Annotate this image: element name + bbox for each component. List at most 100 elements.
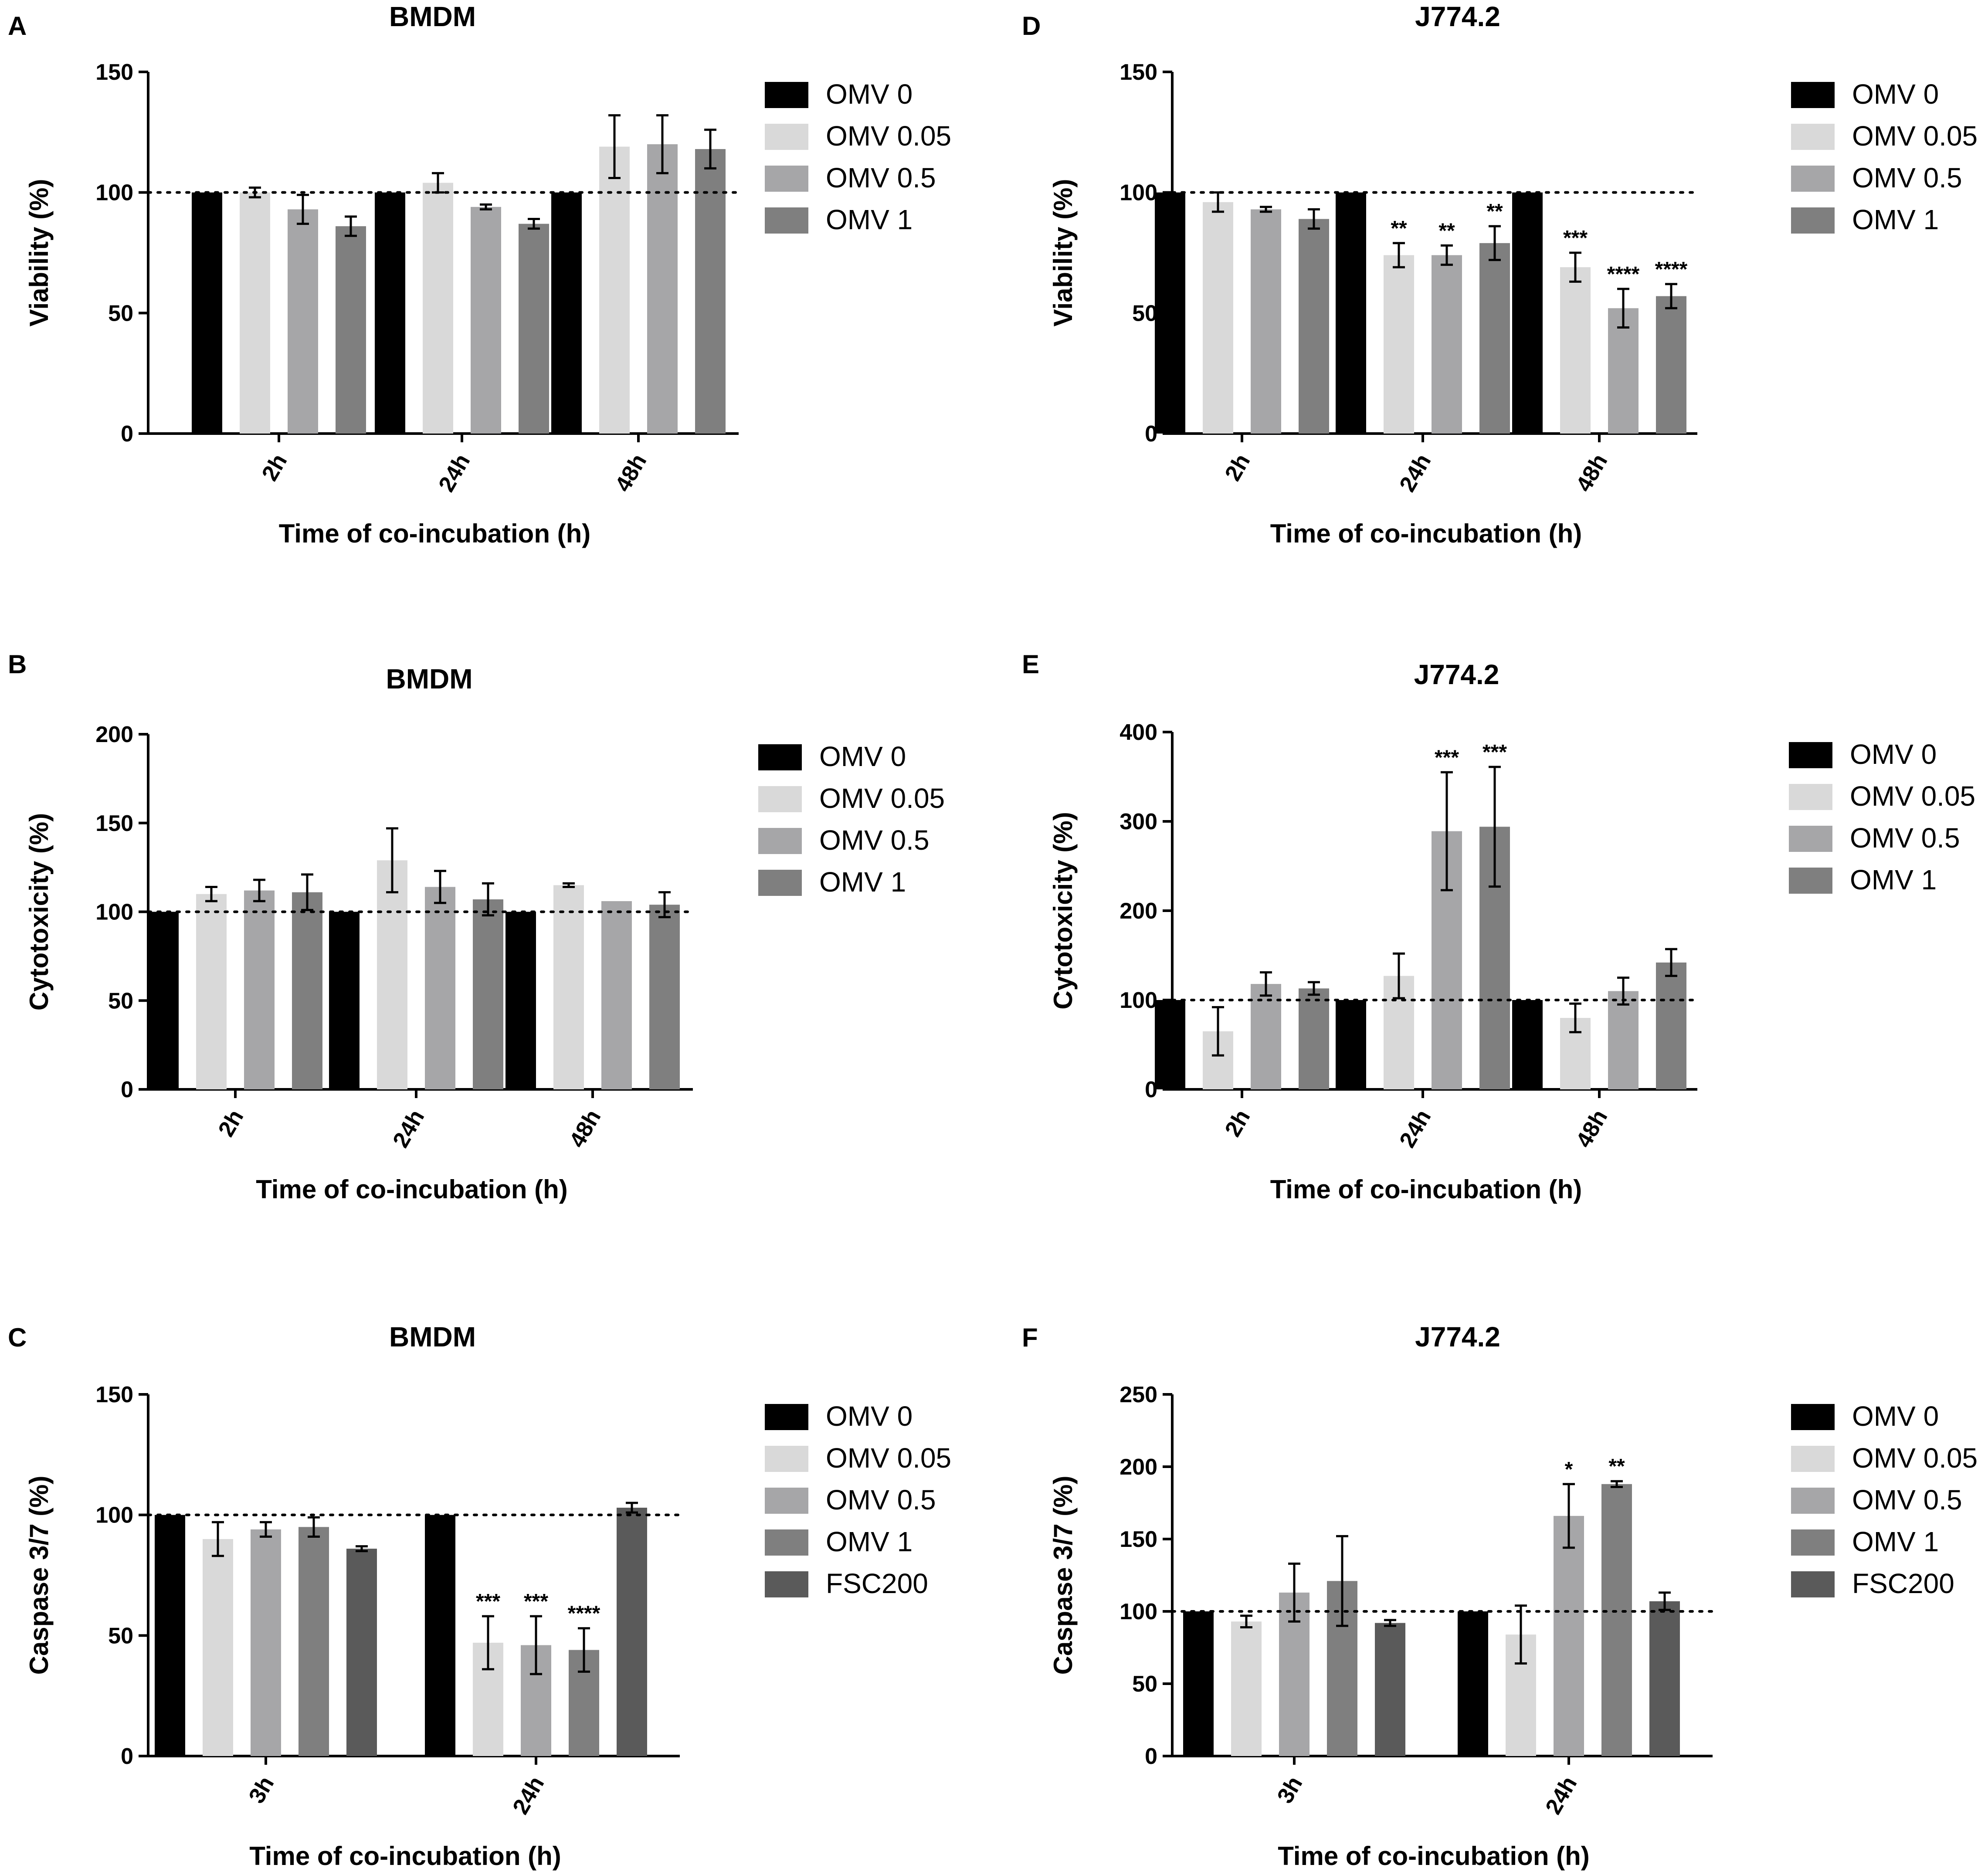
bar (346, 1549, 377, 1756)
bar (1336, 1000, 1366, 1089)
x-tick-label: 24h (434, 450, 475, 496)
legend-label: OMV 0 (826, 1400, 913, 1432)
bar (1336, 192, 1366, 434)
significance-marker: ** (1486, 200, 1503, 223)
bar (617, 1508, 647, 1756)
bar (251, 1529, 281, 1756)
bar (695, 149, 726, 434)
x-axis-label: Time of co-incubation (h) (1270, 1175, 1582, 1204)
y-tick-label: 0 (121, 1744, 133, 1769)
chart-panel-b: B BMDM 0 50 100 150 200 Cytotoxicity (%) 2h 24h 48… (8, 650, 945, 1204)
legend-label: FSC200 (826, 1568, 928, 1599)
significance-marker: * (1565, 1458, 1573, 1481)
bar (1479, 243, 1510, 434)
x-tick-label: 2h (257, 450, 292, 485)
y-tick-label: 150 (95, 60, 133, 85)
x-tick-label: 48h (1571, 1105, 1612, 1152)
legend-swatch (765, 1404, 808, 1430)
bar (1608, 991, 1639, 1089)
bar (1299, 219, 1329, 434)
bar (649, 905, 680, 1089)
legend-label: OMV 0.5 (826, 162, 936, 193)
legend-label: OMV 0 (826, 78, 913, 110)
legend-label: OMV 0.5 (1852, 1484, 1962, 1516)
bar (553, 885, 584, 1089)
panel-letter: B (8, 650, 27, 679)
bar (148, 912, 179, 1089)
legend-label: OMV 0 (1850, 739, 1937, 770)
bar (1458, 1611, 1488, 1756)
legend-swatch (1789, 826, 1832, 852)
bar (299, 1527, 329, 1756)
bar (505, 912, 536, 1089)
significance-marker: ** (1391, 217, 1407, 240)
bar (1554, 1516, 1584, 1756)
legend-swatch (1791, 1571, 1835, 1597)
y-tick-label: 250 (1120, 1382, 1157, 1407)
x-tick-label: 2h (1220, 1105, 1255, 1141)
y-tick-label: 400 (1120, 720, 1157, 745)
legend-label: OMV 0.05 (826, 1442, 951, 1474)
bar (647, 144, 678, 434)
significance-marker: *** (1563, 227, 1588, 250)
x-tick-label: 48h (610, 450, 651, 496)
chart-title: BMDM (386, 663, 472, 695)
y-axis-label: Caspase 3/7 (%) (1048, 1476, 1078, 1675)
chart-title: J774.2 (1414, 659, 1499, 690)
y-axis-label: Cytotoxicity (%) (24, 813, 54, 1010)
bar (1601, 1484, 1632, 1756)
panel-letter: A (8, 11, 27, 41)
y-axis-label: Viability (%) (1048, 179, 1078, 327)
significance-marker: *** (476, 1590, 500, 1613)
legend-swatch (765, 82, 808, 108)
bar (1203, 202, 1233, 434)
bar (425, 887, 455, 1089)
x-tick-label: 2h (214, 1105, 249, 1141)
legend-label: FSC200 (1852, 1568, 1954, 1599)
y-tick-label: 0 (121, 421, 133, 447)
bar (1512, 192, 1543, 434)
legend-swatch (765, 1488, 808, 1514)
x-axis-label: Time of co-incubation (h) (1278, 1841, 1590, 1871)
panel-letter: C (8, 1323, 27, 1352)
legend-label: OMV 0.05 (1852, 1442, 1978, 1474)
y-tick-label: 50 (108, 988, 133, 1014)
chart-title: BMDM (389, 1321, 476, 1353)
bar (601, 901, 632, 1089)
y-tick-label: 100 (1120, 180, 1157, 206)
legend-label: OMV 0 (819, 741, 906, 772)
x-tick-label: 3h (244, 1772, 279, 1808)
y-tick-label: 100 (1120, 988, 1157, 1013)
legend-swatch (758, 870, 802, 896)
x-tick-label: 24h (1540, 1772, 1582, 1819)
x-tick-label: 24h (508, 1772, 549, 1819)
legend-swatch (1791, 82, 1835, 108)
bar (292, 892, 322, 1089)
significance-marker: ** (1438, 219, 1455, 242)
bar (1231, 1621, 1262, 1756)
y-tick-label: 200 (95, 722, 133, 747)
chart-title: BMDM (389, 1, 476, 32)
bar (155, 1515, 185, 1756)
y-axis-label: Cytotoxicity (%) (1048, 812, 1078, 1009)
bar (1299, 988, 1329, 1089)
legend-label: OMV 0.05 (819, 783, 945, 814)
legend-label: OMV 0.5 (1852, 162, 1962, 193)
y-tick-label: 100 (1120, 1599, 1157, 1624)
bar (1656, 296, 1686, 434)
legend-swatch (765, 1571, 808, 1597)
bar (1251, 209, 1281, 434)
legend-swatch (758, 828, 802, 854)
legend-swatch (1791, 207, 1835, 234)
bar (1608, 308, 1639, 434)
bar (423, 183, 453, 434)
panel-letter: D (1022, 11, 1041, 41)
y-tick-label: 50 (1132, 301, 1157, 326)
bar (1432, 255, 1462, 434)
legend-swatch (765, 207, 808, 234)
legend-swatch (1791, 124, 1835, 150)
y-tick-label: 100 (95, 180, 133, 206)
legend-label: OMV 0.05 (1852, 120, 1978, 152)
